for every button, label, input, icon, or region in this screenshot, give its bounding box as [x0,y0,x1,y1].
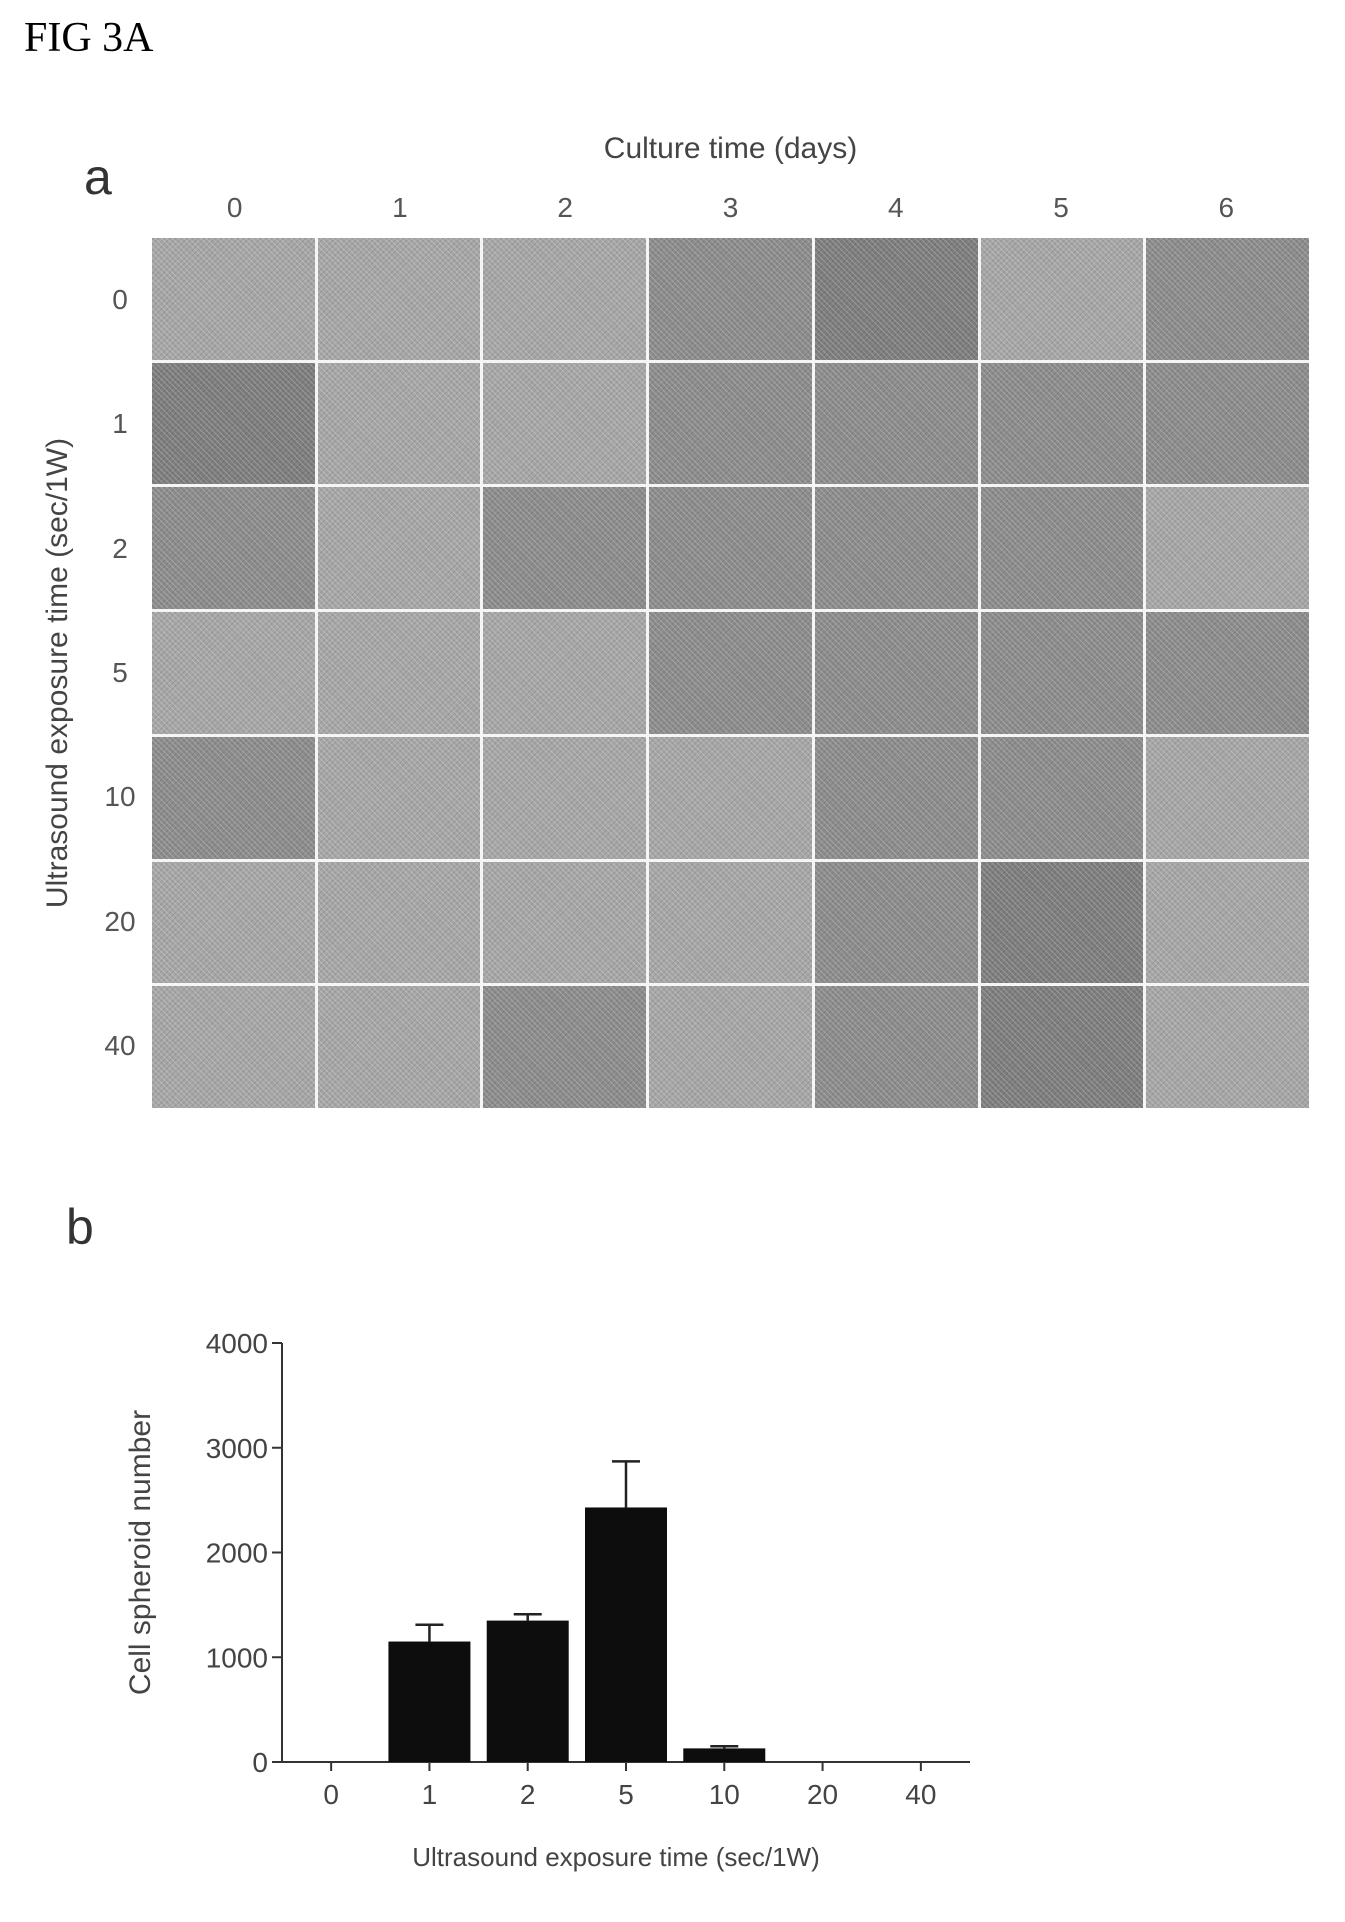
heatmap-cell [483,861,647,984]
heatmap-image-grid [152,238,1309,1108]
heatmap-cell [152,487,315,610]
heatmap-cell [649,362,812,485]
heatmap-cell [649,487,812,610]
y-tick-label: 2000 [206,1538,268,1569]
heatmap-cell [980,487,1144,610]
heatmap-cell [317,487,481,610]
heatmap-cell [980,986,1144,1108]
heatmap-row-tick: 40 [104,1029,136,1061]
heatmap-cell [649,736,812,859]
heatmap-cell [980,362,1144,485]
x-tick-label: 10 [709,1779,740,1810]
bar [388,1641,471,1762]
y-tick-label: 3000 [206,1433,268,1464]
heatmap-cell [152,612,315,734]
heatmap-cell [152,362,315,485]
heatmap-cell [814,861,978,984]
heatmap-cell [980,861,1144,984]
bar-x-axis-title: Ultrasound exposure time (sec/1W) [412,1842,819,1872]
heatmap-cell [814,238,978,360]
heatmap-column-tick: 2 [557,192,573,223]
panel-a-letter: a [84,149,112,205]
heatmap-cell [814,487,978,610]
heatmap-cell [317,362,481,485]
heatmap-cell [814,986,978,1108]
heatmap-cell [814,362,978,485]
heatmap-cell [152,238,315,360]
x-tick-label: 0 [323,1779,339,1810]
panel-b-letter: b [66,1199,94,1255]
x-tick-label: 20 [807,1779,838,1810]
heatmap-cell [317,736,481,859]
heatmap-cell [483,736,647,859]
heatmap-cell [649,612,812,734]
heatmap-column-tick: 1 [392,192,408,223]
bar-y-axis-title: Cell spheroid number [124,1410,157,1695]
x-tick-label: 5 [618,1779,634,1810]
heatmap-cell [1146,487,1309,610]
heatmap-cell [1146,612,1309,734]
heatmap-cell [317,986,481,1108]
heatmap-cell [483,362,647,485]
heatmap-cell [980,736,1144,859]
heatmap-row-tick: 5 [112,657,128,688]
heatmap-cell [814,736,978,859]
heatmap-cell [152,736,315,859]
y-tick-label: 0 [252,1747,268,1778]
heatmap-cell [317,861,481,984]
heatmap-row-tick: 1 [112,408,128,440]
heatmap-cell [317,612,481,734]
heatmap-cell [980,612,1144,734]
heatmap-cell [1146,362,1309,485]
heatmap-cell [1146,986,1309,1108]
heatmap-cell [1146,238,1309,360]
heatmap-cell [649,861,812,984]
x-tick-label: 1 [422,1779,438,1810]
heatmap-cell [483,238,647,360]
heatmap-column-tick: 4 [887,192,904,223]
bar [585,1507,667,1762]
heatmap-cell [814,612,978,734]
y-tick-label: 4000 [206,1328,268,1359]
heatmap-cell [483,986,647,1108]
heatmap-column-tick: 0 [226,192,243,223]
heatmap-cell [483,487,647,610]
bar [486,1620,569,1762]
heatmap-x-title: Culture time (days) [603,132,858,165]
heatmap-row-tick: 20 [104,905,136,937]
figure-label: FIG 3A [24,15,154,61]
x-tick-label: 2 [520,1779,536,1810]
x-tick-label: 40 [905,1779,936,1810]
bar [683,1748,766,1762]
heatmap-cell [649,986,812,1108]
heatmap-cell [483,612,647,734]
heatmap-cell [152,861,315,984]
heatmap-row-tick: 2 [112,532,128,564]
heatmap-cell [152,986,315,1108]
heatmap-cell [980,238,1144,360]
heatmap-cell [1146,861,1309,984]
heatmap-column-tick: 3 [722,192,739,223]
heatmap-column-tick: 5 [1053,192,1069,223]
heatmap-cell [649,238,812,360]
heatmap-grid [152,238,1309,1108]
heatmap-row-tick: 0 [112,284,128,316]
heatmap-cell [1146,736,1309,859]
heatmap-column-tick: 6 [1218,192,1235,223]
heatmap-cell [317,238,481,360]
heatmap-row-tick: 10 [104,781,136,813]
y-tick-label: 1000 [206,1642,268,1673]
